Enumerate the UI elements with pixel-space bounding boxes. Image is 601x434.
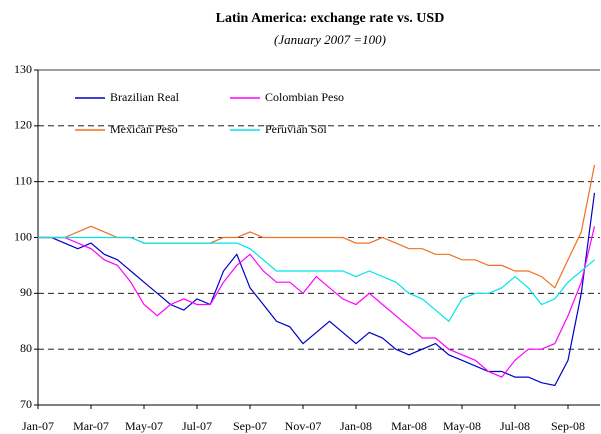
y-tick-label: 120 bbox=[14, 118, 32, 132]
legend-label: Brazilian Real bbox=[110, 90, 180, 104]
series-line bbox=[38, 192, 596, 387]
x-tick-label: Nov-07 bbox=[285, 419, 322, 433]
y-tick-label: 110 bbox=[14, 173, 32, 187]
series-line bbox=[38, 226, 596, 378]
series-line bbox=[38, 236, 595, 323]
x-tick-label: Jul-07 bbox=[182, 419, 212, 433]
x-tick-label: Jan-08 bbox=[340, 419, 372, 433]
x-tick-label: May-08 bbox=[443, 419, 481, 433]
x-tick-label: Jul-08 bbox=[500, 419, 530, 433]
y-tick-label: 80 bbox=[20, 341, 32, 355]
y-tick-label: 100 bbox=[14, 229, 32, 243]
x-tick-label: Sep-08 bbox=[551, 419, 585, 433]
y-tick-label: 90 bbox=[20, 285, 32, 299]
x-tick-label: Jan-07 bbox=[22, 419, 54, 433]
chart-subtitle: (January 2007 =100) bbox=[274, 32, 386, 47]
chart-title: Latin America: exchange rate vs. USD bbox=[216, 11, 445, 26]
x-tick-label: Mar-07 bbox=[73, 419, 109, 433]
legend-label: Mexican Peso bbox=[110, 122, 178, 136]
x-tick-label: Sep-07 bbox=[233, 419, 267, 433]
legend-label: Peruvian Sol bbox=[265, 122, 327, 136]
y-tick-label: 70 bbox=[20, 397, 32, 411]
legend-label: Colombian Peso bbox=[265, 90, 344, 104]
x-tick-label: Mar-08 bbox=[391, 419, 427, 433]
series-line bbox=[38, 164, 596, 289]
y-tick-label: 130 bbox=[14, 62, 32, 76]
x-tick-label: May-07 bbox=[125, 419, 163, 433]
